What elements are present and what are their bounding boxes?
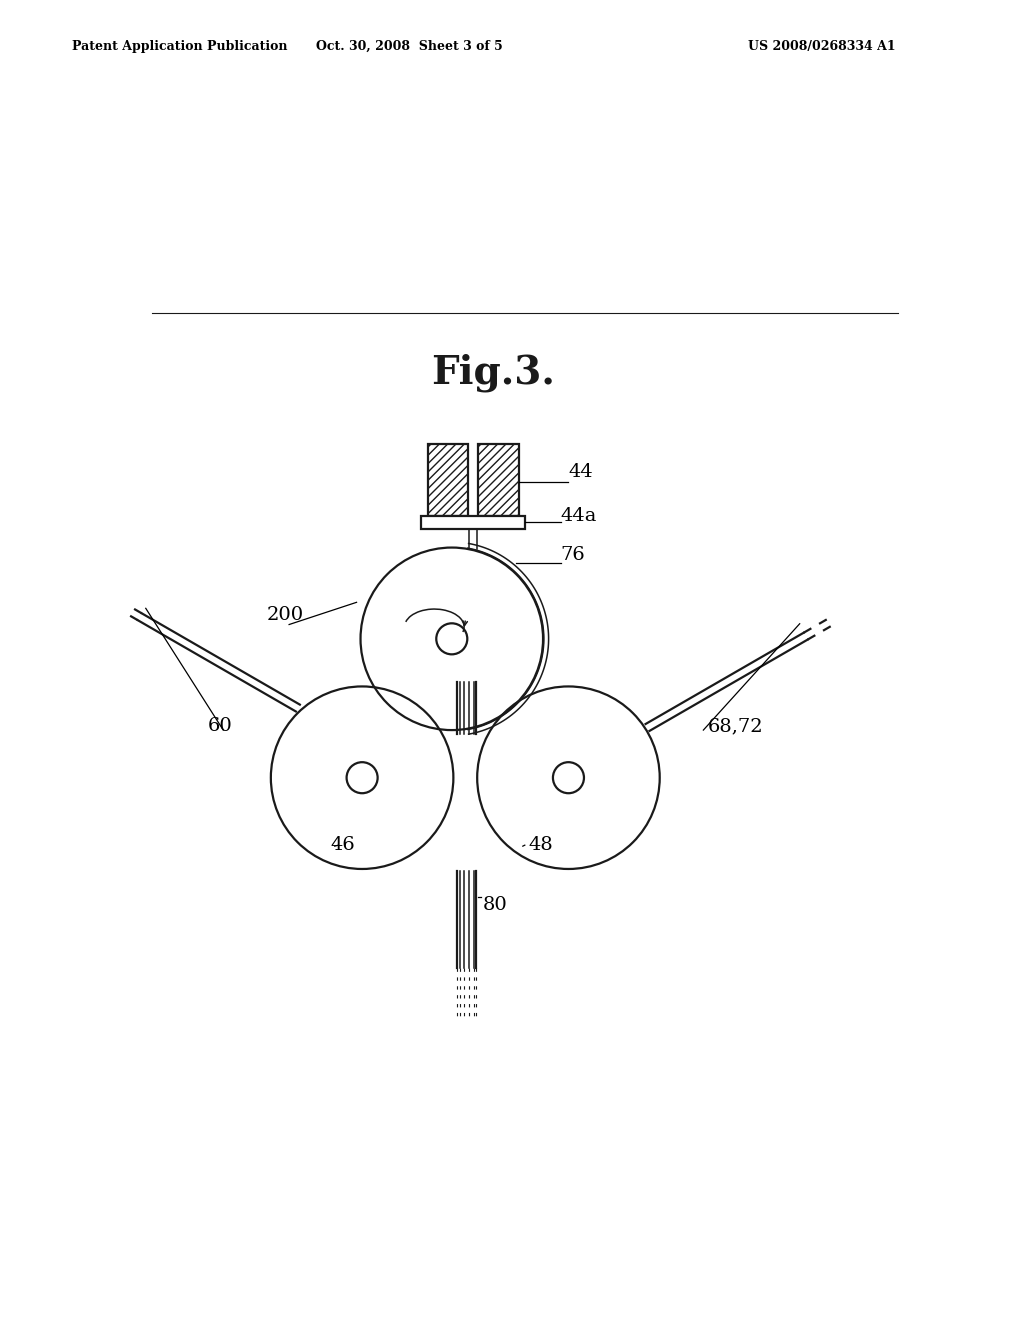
Bar <box>428 445 468 516</box>
Text: Fig.3.: Fig.3. <box>431 354 555 392</box>
Text: 46: 46 <box>331 836 355 854</box>
Text: Oct. 30, 2008  Sheet 3 of 5: Oct. 30, 2008 Sheet 3 of 5 <box>316 40 503 53</box>
Circle shape <box>346 762 378 793</box>
Circle shape <box>553 762 584 793</box>
Text: 44: 44 <box>568 463 593 482</box>
Circle shape <box>436 623 467 655</box>
Text: 60: 60 <box>207 717 232 735</box>
Text: 200: 200 <box>267 606 304 624</box>
Text: Patent Application Publication: Patent Application Publication <box>72 40 287 53</box>
Text: 80: 80 <box>482 896 508 913</box>
Bar <box>478 445 519 516</box>
Text: 76: 76 <box>560 546 586 565</box>
Text: 68,72: 68,72 <box>708 717 763 735</box>
Text: 44a: 44a <box>560 507 597 525</box>
Bar <box>421 516 525 528</box>
Text: 48: 48 <box>528 836 554 854</box>
Text: US 2008/0268334 A1: US 2008/0268334 A1 <box>748 40 895 53</box>
